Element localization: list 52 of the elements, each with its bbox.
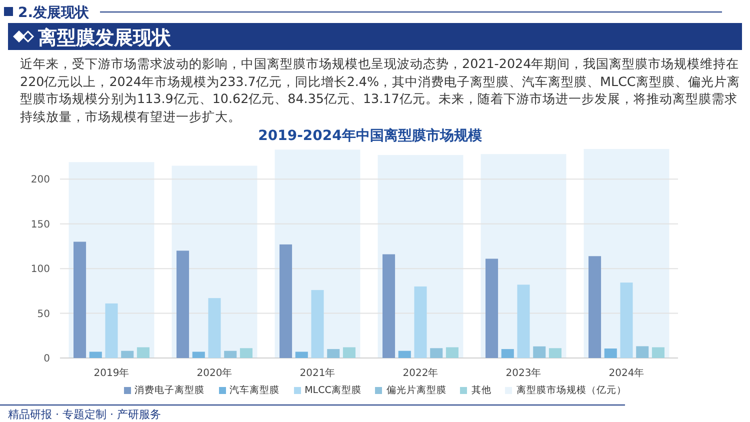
bar xyxy=(486,258,498,358)
bar xyxy=(311,290,324,358)
bar xyxy=(517,284,530,358)
bar xyxy=(327,349,340,358)
bar xyxy=(89,352,102,358)
bar xyxy=(604,348,617,358)
bar xyxy=(501,349,514,358)
text: 2.发展现状 xyxy=(18,5,90,21)
bar xyxy=(280,244,292,358)
bar xyxy=(588,256,602,358)
bar xyxy=(192,352,205,358)
bar xyxy=(295,352,308,358)
bar xyxy=(620,282,633,358)
x-tick-label: 2020年 xyxy=(196,367,232,379)
y-tick-label: 0 xyxy=(44,354,50,364)
legend-label: MLCC离型膜 xyxy=(304,384,362,397)
bar xyxy=(105,303,118,358)
bar xyxy=(533,346,546,358)
bar xyxy=(430,348,443,358)
x-tick-label: 2024年 xyxy=(608,367,644,379)
bar xyxy=(121,350,134,358)
x-tick-label: 2021年 xyxy=(300,367,336,379)
y-tick-label: 100 xyxy=(30,264,50,276)
legend-label: 消费电子离型膜 xyxy=(134,384,205,397)
text: 精品研报 · 专题定制 · 产研服务 xyxy=(8,408,161,421)
y-tick-label: 200 xyxy=(30,174,50,186)
bar xyxy=(382,254,396,358)
bar xyxy=(208,298,221,358)
y-tick-label: 150 xyxy=(30,219,50,230)
bar xyxy=(414,286,427,358)
legend-label: 偏光片离型膜 xyxy=(386,384,446,397)
bar xyxy=(240,348,252,358)
x-tick-label: 2023年 xyxy=(506,367,542,379)
bar xyxy=(652,347,664,358)
legend-label: 其他 xyxy=(471,384,492,397)
text: 离型膜发展现状 xyxy=(37,27,172,49)
x-tick-label: 2022年 xyxy=(402,367,438,379)
bar xyxy=(342,347,356,358)
bar xyxy=(398,350,411,358)
bar xyxy=(548,348,562,358)
bar xyxy=(74,242,86,358)
x-tick-label: 2019年 xyxy=(94,367,130,379)
bar xyxy=(636,346,649,358)
bar xyxy=(176,250,190,358)
legend-label: 离型膜市场规模（亿元） xyxy=(516,384,626,397)
y-tick-label: 50 xyxy=(37,308,50,320)
bar xyxy=(446,347,458,358)
legend-label: 汽车离型膜 xyxy=(230,384,280,397)
bar xyxy=(224,350,237,358)
bar xyxy=(136,347,150,358)
chart-title: 2019-2024年中国离型膜市场规模 xyxy=(258,127,483,144)
text: 近年来，受下游市场需求波动的影响，中国离型膜市场规模也呈现波动态势，2021-2024年期间，我国离型膜市场规模维持在220亿元以上，2024年市场规模为233.7亿元，同比增长2.4%，其中消费电子离型膜、汽车离型膜、MLCC离型膜、偏光片离型膜市场规模分别为113.9亿元、10.62亿元、84.35亿元、13.17亿元。未来，随着下游市场进一步发展，将推动离型膜需求持续放量，市场规模有望进一步扩大。 xyxy=(20,55,741,125)
